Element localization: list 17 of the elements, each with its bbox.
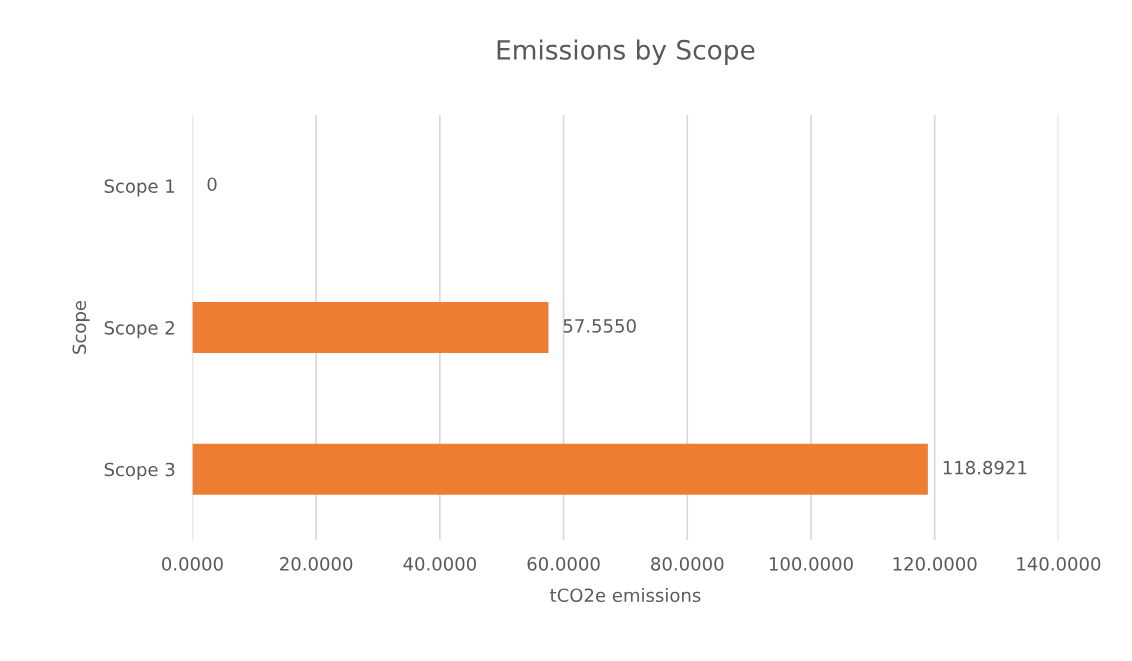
- x-tick-label: 60.0000: [527, 557, 600, 571]
- chart-title: Emissions by Scope: [497, 39, 755, 65]
- y-axis-title: Scope: [72, 300, 90, 354]
- data-label: 0: [207, 177, 217, 192]
- data-label: 118.8921: [943, 460, 1027, 475]
- y-tick-label: Scope 3: [104, 462, 175, 480]
- x-axis-title: tCO2e emissions: [550, 588, 701, 603]
- x-tick-label: 120.0000: [893, 557, 977, 571]
- data-label: 57.5550: [563, 319, 636, 333]
- y-tick-label: Scope 1: [104, 179, 175, 197]
- x-tick-label: 100.0000: [769, 557, 853, 571]
- x-tick-label: 0.0000: [162, 557, 223, 571]
- x-tick-label: 40.0000: [403, 557, 476, 571]
- y-tick-label: Scope 2: [104, 320, 174, 339]
- x-tick-label: 20.0000: [280, 557, 353, 571]
- x-tick-label: 140.0000: [1017, 557, 1101, 571]
- x-tick-label: 80.0000: [651, 557, 724, 571]
